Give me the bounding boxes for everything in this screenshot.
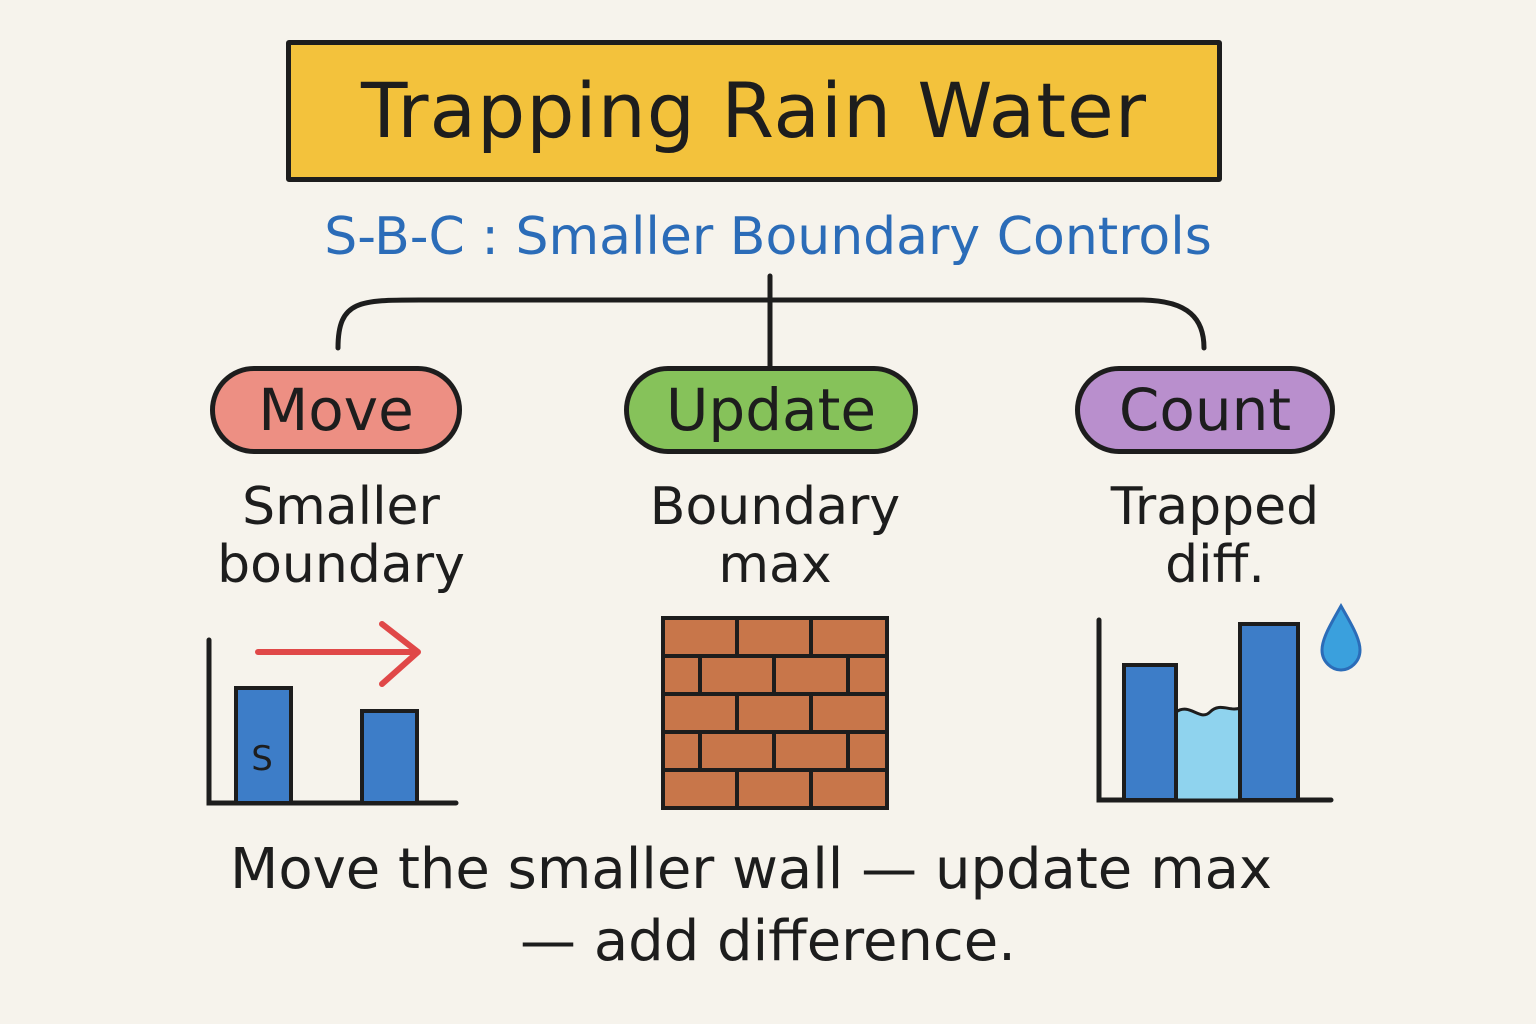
right-bar (360, 709, 419, 805)
description-line: Boundary (649, 477, 901, 537)
arrow-right-icon (255, 621, 421, 687)
connector-branch-line (335, 297, 1207, 351)
tree-connector (335, 273, 1207, 375)
summary-line-2: — add difference. (520, 909, 1016, 974)
step-count-description: Trapped diff. (1060, 477, 1370, 596)
summary-line-1: Move the smaller wall — update max (230, 837, 1273, 902)
mnemonic-subtitle: S-B-C : Smaller Boundary Controls (324, 207, 1212, 267)
step-update-description: Boundary max (620, 477, 930, 596)
description-line: diff. (1165, 535, 1265, 596)
mortar-joints (698, 618, 850, 808)
title-box: Trapping Rain Water (286, 40, 1222, 182)
bar-with-arrow-icon: S (206, 621, 459, 806)
step-count-pill: Count (1075, 366, 1335, 454)
wall-body (661, 616, 889, 810)
trapped-water-bars-icon (1096, 602, 1362, 803)
trapped-water (1174, 705, 1242, 802)
step-update-pill: Update (624, 366, 918, 454)
description-line: boundary (217, 535, 465, 596)
step-count-label: Count (1118, 376, 1292, 444)
right-wall-bar (1238, 622, 1300, 802)
description-line: Trapped (1110, 477, 1320, 537)
smaller-bar-label: S (251, 739, 273, 779)
step-move-pill: Move (210, 366, 462, 454)
left-wall-bar (1122, 663, 1178, 802)
left-bar (234, 686, 293, 805)
step-update-label: Update (665, 376, 877, 444)
water-drop-icon (1320, 602, 1362, 672)
page-title: Trapping Rain Water (360, 66, 1148, 155)
brick-wall-icon (661, 616, 889, 810)
description-line: max (718, 535, 832, 596)
step-move-label: Move (258, 376, 414, 444)
description-line: Smaller (242, 477, 440, 537)
step-move-description: Smaller boundary (186, 477, 496, 596)
